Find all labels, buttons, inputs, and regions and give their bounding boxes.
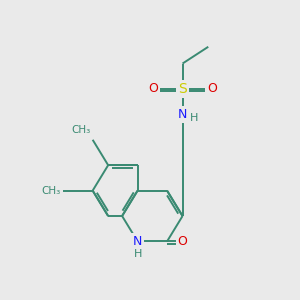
Text: H: H [190,113,199,123]
Text: H: H [134,250,142,260]
Text: O: O [148,82,158,95]
Text: CH₃: CH₃ [71,125,90,135]
Text: N: N [178,108,187,121]
Text: O: O [178,235,188,248]
Text: O: O [207,82,217,95]
Text: S: S [178,82,187,96]
Text: CH₃: CH₃ [41,186,61,196]
Text: N: N [133,235,142,248]
